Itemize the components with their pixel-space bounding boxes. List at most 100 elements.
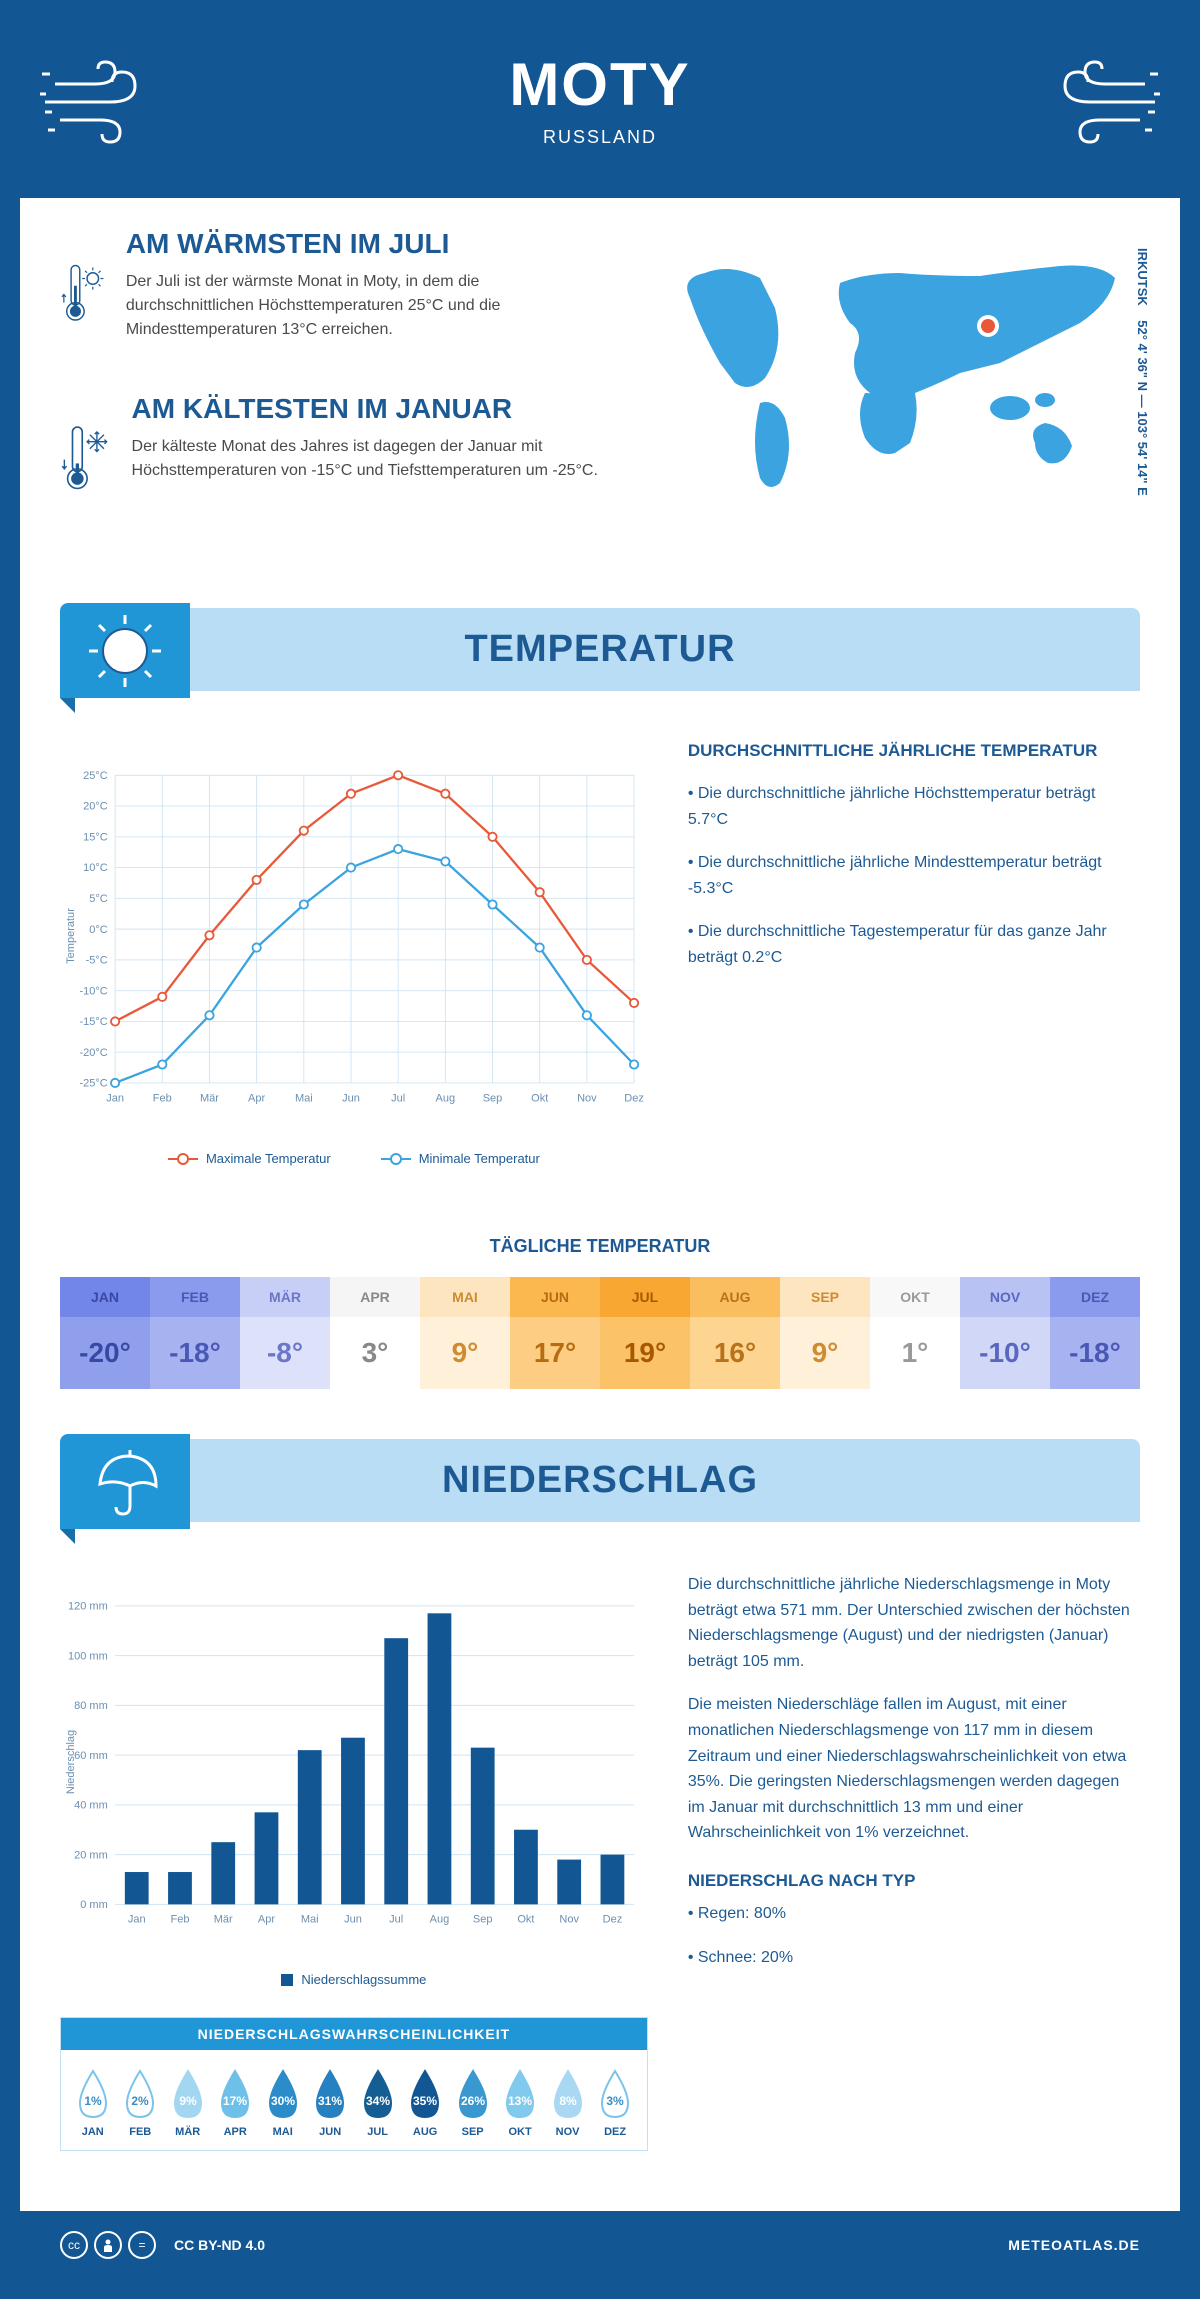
daily-cell: FEB -18°	[150, 1277, 240, 1389]
svg-text:Dez: Dez	[603, 1914, 623, 1926]
svg-text:35%: 35%	[413, 2094, 437, 2108]
svg-text:Dez: Dez	[624, 1092, 644, 1104]
svg-text:Apr: Apr	[248, 1092, 265, 1104]
precip-type: • Regen: 80%	[688, 1901, 1140, 1927]
svg-text:100 mm: 100 mm	[68, 1650, 108, 1662]
svg-text:Sep: Sep	[473, 1914, 493, 1926]
svg-text:40 mm: 40 mm	[74, 1800, 108, 1812]
temp-bullet: • Die durchschnittliche jährliche Mindes…	[688, 850, 1140, 901]
coldest-title: AM KÄLTESTEN IM JANUAR	[132, 393, 610, 425]
svg-text:20 mm: 20 mm	[74, 1849, 108, 1861]
daily-cell: JUN 17°	[510, 1277, 600, 1389]
probability-box: NIEDERSCHLAGSWAHRSCHEINLICHKEIT 1% JAN 2…	[60, 2017, 648, 2151]
svg-text:Aug: Aug	[436, 1092, 456, 1104]
daily-temp-table: JAN -20° FEB -18° MÄR -8° APR 3° MAI 9° …	[60, 1277, 1140, 1389]
prob-drop: 35% AUG	[401, 2068, 448, 2138]
svg-text:Jul: Jul	[391, 1092, 405, 1104]
svg-text:-5°C: -5°C	[86, 955, 108, 967]
svg-text:5°C: 5°C	[89, 893, 108, 905]
temp-info-title: DURCHSCHNITTLICHE JÄHRLICHE TEMPERATUR	[688, 741, 1140, 761]
svg-text:31%: 31%	[318, 2094, 342, 2108]
svg-text:Apr: Apr	[258, 1914, 275, 1926]
warmest-title: AM WÄRMSTEN IM JULI	[126, 228, 610, 260]
svg-text:Jun: Jun	[344, 1914, 362, 1926]
precip-para: Die meisten Niederschläge fallen im Augu…	[688, 1692, 1140, 1846]
daily-cell: JUL 19°	[600, 1277, 690, 1389]
prob-drop: 17% APR	[211, 2068, 258, 2138]
svg-text:30%: 30%	[271, 2094, 295, 2108]
country-subtitle: RUSSLAND	[160, 127, 1040, 148]
svg-text:Mai: Mai	[301, 1914, 319, 1926]
svg-text:20°C: 20°C	[83, 801, 108, 813]
svg-text:Mär: Mär	[214, 1914, 233, 1926]
temp-content: -25°C-20°C-15°C-10°C-5°C0°C5°C10°C15°C20…	[20, 711, 1180, 1196]
city-title: MOTY	[160, 50, 1040, 119]
daily-cell: MAI 9°	[420, 1277, 510, 1389]
prob-drop: 13% OKT	[496, 2068, 543, 2138]
license-block: cc = CC BY-ND 4.0	[60, 2231, 265, 2259]
daily-cell: APR 3°	[330, 1277, 420, 1389]
svg-text:120 mm: 120 mm	[68, 1601, 108, 1613]
license-text: CC BY-ND 4.0	[174, 2237, 265, 2253]
precip-type-title: NIEDERSCHLAG NACH TYP	[688, 1871, 1140, 1891]
daily-cell: MÄR -8°	[240, 1277, 330, 1389]
svg-text:0 mm: 0 mm	[80, 1899, 108, 1911]
svg-text:Jun: Jun	[342, 1092, 360, 1104]
temp-title: TEMPERATUR	[100, 628, 1100, 671]
prob-drop: 30% MAI	[259, 2068, 306, 2138]
warmest-block: AM WÄRMSTEN IM JULI Der Juli ist der wär…	[60, 228, 610, 358]
prob-drop: 1% JAN	[69, 2068, 116, 2138]
site-name: METEOATLAS.DE	[1008, 2237, 1140, 2253]
page: MOTY RUSSLAND	[20, 20, 1180, 2279]
daily-cell: DEZ -18°	[1050, 1277, 1140, 1389]
svg-text:-20°C: -20°C	[79, 1047, 107, 1059]
daily-cell: AUG 16°	[690, 1277, 780, 1389]
cc-icon: cc	[60, 2231, 88, 2259]
svg-text:Jan: Jan	[128, 1914, 146, 1926]
svg-text:Temperatur: Temperatur	[65, 908, 77, 964]
svg-text:10°C: 10°C	[83, 862, 108, 874]
svg-text:Nov: Nov	[559, 1914, 579, 1926]
svg-text:2%: 2%	[132, 2094, 150, 2108]
svg-text:60 mm: 60 mm	[74, 1750, 108, 1762]
wind-icon-right	[1040, 54, 1160, 144]
prob-title: NIEDERSCHLAGSWAHRSCHEINLICHKEIT	[61, 2018, 647, 2050]
coldest-block: AM KÄLTESTEN IM JANUAR Der kälteste Mona…	[60, 393, 610, 523]
daily-cell: NOV -10°	[960, 1277, 1050, 1389]
precip-section-header: NIEDERSCHLAG	[60, 1439, 1140, 1522]
svg-text:Okt: Okt	[531, 1092, 548, 1104]
svg-text:Feb: Feb	[153, 1092, 172, 1104]
svg-text:Jul: Jul	[389, 1914, 403, 1926]
footer: cc = CC BY-ND 4.0 METEOATLAS.DE	[20, 2211, 1180, 2279]
temp-legend: .legend-line[style*='e8593a']::after{bor…	[60, 1151, 648, 1166]
precip-content: 0 mm20 mm40 mm60 mm80 mm100 mm120 mmNied…	[20, 1542, 1180, 2181]
prob-drop: 26% SEP	[449, 2068, 496, 2138]
daily-cell: OKT 1°	[870, 1277, 960, 1389]
svg-text:Nov: Nov	[577, 1092, 597, 1104]
svg-text:Feb: Feb	[170, 1914, 189, 1926]
precip-legend: Niederschlagssumme	[60, 1972, 648, 1987]
svg-text:Aug: Aug	[430, 1914, 450, 1926]
svg-text:9%: 9%	[179, 2094, 197, 2108]
prob-drop: 9% MÄR	[164, 2068, 211, 2138]
coordinates: IRKUTSK 52° 4' 36" N — 103° 54' 14" E	[1135, 248, 1150, 496]
svg-text:8%: 8%	[559, 2094, 577, 2108]
sun-icon	[85, 611, 165, 691]
prob-drop: 3% DEZ	[591, 2068, 638, 2138]
svg-text:Sep: Sep	[483, 1092, 503, 1104]
svg-text:Mär: Mär	[200, 1092, 219, 1104]
svg-text:25°C: 25°C	[83, 770, 108, 782]
svg-text:1%: 1%	[84, 2094, 102, 2108]
world-map: IRKUTSK 52° 4' 36" N — 103° 54' 14" E	[640, 228, 1140, 558]
wind-icon-left	[40, 54, 160, 144]
daily-cell: SEP 9°	[780, 1277, 870, 1389]
svg-text:-15°C: -15°C	[79, 1016, 107, 1028]
temperature-line-chart: -25°C-20°C-15°C-10°C-5°C0°C5°C10°C15°C20…	[60, 741, 648, 1131]
svg-text:13%: 13%	[508, 2094, 532, 2108]
precip-type: • Schnee: 20%	[688, 1945, 1140, 1971]
svg-text:17%: 17%	[223, 2094, 247, 2108]
svg-text:3%: 3%	[606, 2094, 624, 2108]
temp-bullet: • Die durchschnittliche jährliche Höchst…	[688, 781, 1140, 832]
svg-text:26%: 26%	[461, 2094, 485, 2108]
precipitation-bar-chart: 0 mm20 mm40 mm60 mm80 mm100 mm120 mmNied…	[60, 1572, 648, 1952]
